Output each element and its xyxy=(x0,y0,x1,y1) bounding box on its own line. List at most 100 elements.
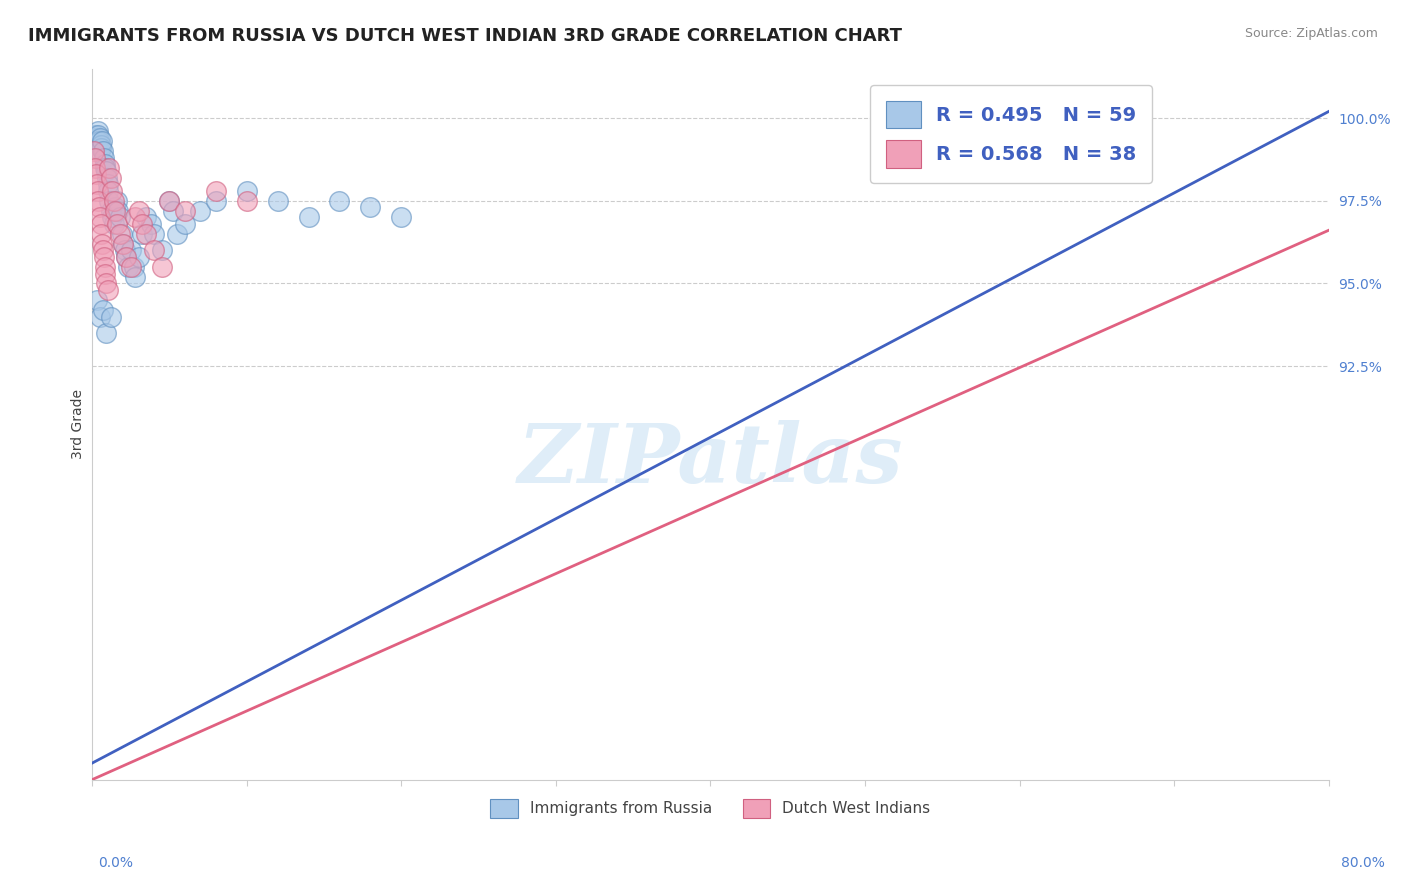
Point xyxy=(108,211,131,225)
Point xyxy=(205,194,228,208)
Point xyxy=(90,217,112,231)
Point xyxy=(86,124,108,138)
Point xyxy=(93,157,115,171)
Point xyxy=(98,161,121,175)
Point xyxy=(86,293,108,307)
Y-axis label: 3rd Grade: 3rd Grade xyxy=(72,389,86,459)
Point xyxy=(90,227,112,241)
Point xyxy=(124,269,146,284)
Point xyxy=(143,244,166,258)
Point xyxy=(110,227,132,241)
Point xyxy=(131,217,153,231)
Point xyxy=(107,203,129,218)
Point xyxy=(112,236,135,251)
Point xyxy=(108,227,131,241)
Point xyxy=(91,302,114,317)
Point xyxy=(115,250,138,264)
Text: 0.0%: 0.0% xyxy=(98,856,134,871)
Point xyxy=(120,260,142,274)
Point xyxy=(174,217,197,231)
Point xyxy=(94,161,117,175)
Point xyxy=(86,184,108,198)
Point xyxy=(97,283,120,297)
Legend: Immigrants from Russia, Dutch West Indians: Immigrants from Russia, Dutch West India… xyxy=(482,791,938,825)
Text: Source: ZipAtlas.com: Source: ZipAtlas.com xyxy=(1244,27,1378,40)
Point xyxy=(100,170,122,185)
Point xyxy=(235,184,257,198)
Point xyxy=(150,244,173,258)
Point xyxy=(101,211,124,225)
Point xyxy=(120,244,142,258)
Point xyxy=(117,260,139,274)
Point xyxy=(93,250,115,264)
Point xyxy=(91,236,114,251)
Point xyxy=(159,194,181,208)
Point xyxy=(86,178,108,192)
Point xyxy=(235,194,257,208)
Point xyxy=(128,203,150,218)
Point xyxy=(104,201,127,215)
Point xyxy=(266,194,288,208)
Point xyxy=(359,201,381,215)
Point xyxy=(159,194,181,208)
Text: IMMIGRANTS FROM RUSSIA VS DUTCH WEST INDIAN 3RD GRADE CORRELATION CHART: IMMIGRANTS FROM RUSSIA VS DUTCH WEST IND… xyxy=(28,27,903,45)
Point xyxy=(86,134,108,148)
Point xyxy=(94,164,117,178)
Point xyxy=(90,141,112,155)
Point xyxy=(162,203,184,218)
Point xyxy=(89,131,111,145)
Point xyxy=(89,145,111,159)
Point xyxy=(84,161,107,175)
Point xyxy=(139,217,162,231)
Text: 80.0%: 80.0% xyxy=(1341,856,1385,871)
Point xyxy=(96,170,118,185)
Point xyxy=(101,184,124,198)
Point xyxy=(389,211,412,225)
Point xyxy=(100,310,122,324)
Point xyxy=(128,250,150,264)
Point xyxy=(91,134,114,148)
Point xyxy=(89,211,111,225)
Point xyxy=(104,203,127,218)
Point xyxy=(174,203,197,218)
Point xyxy=(297,211,319,225)
Point xyxy=(87,128,110,142)
Point xyxy=(150,260,173,274)
Point xyxy=(83,145,105,159)
Point xyxy=(83,151,105,165)
Point xyxy=(89,310,111,324)
Point xyxy=(83,128,105,142)
Point xyxy=(94,277,117,291)
Point xyxy=(93,260,115,274)
Point xyxy=(166,227,188,241)
Point xyxy=(97,178,120,192)
Point xyxy=(205,184,228,198)
Point xyxy=(112,236,135,251)
Point xyxy=(90,137,112,152)
Point xyxy=(91,145,114,159)
Point xyxy=(1008,111,1031,125)
Text: ZIPatlas: ZIPatlas xyxy=(517,419,903,500)
Point xyxy=(91,244,114,258)
Point xyxy=(115,250,138,264)
Point xyxy=(103,194,125,208)
Point xyxy=(328,194,350,208)
Point xyxy=(94,267,117,281)
Point xyxy=(143,227,166,241)
Point xyxy=(97,184,120,198)
Point xyxy=(94,326,117,340)
Point xyxy=(89,201,111,215)
Point xyxy=(105,217,128,231)
Point xyxy=(135,211,157,225)
Point xyxy=(114,244,136,258)
Point xyxy=(84,167,107,181)
Point xyxy=(84,137,107,152)
Point xyxy=(135,227,157,241)
Point xyxy=(124,211,146,225)
Point xyxy=(89,134,111,148)
Point xyxy=(84,131,107,145)
Point xyxy=(100,203,122,218)
Point xyxy=(103,217,125,231)
Point xyxy=(98,194,121,208)
Point xyxy=(122,260,145,274)
